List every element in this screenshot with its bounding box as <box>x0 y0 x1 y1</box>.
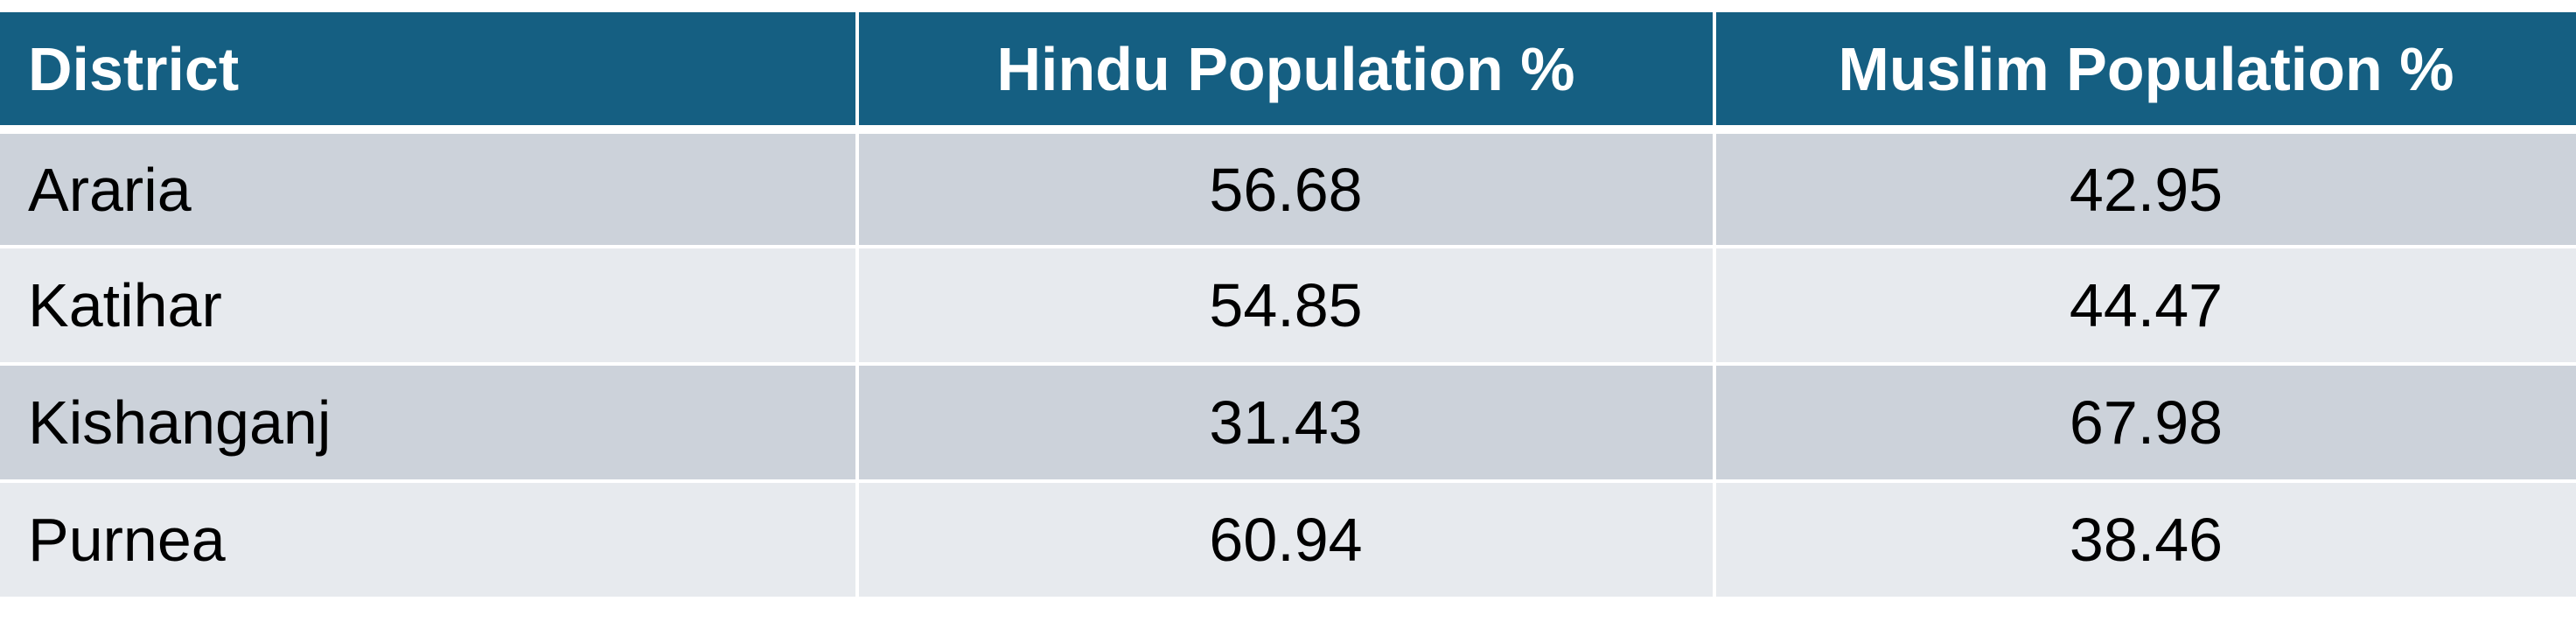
hindu-percent-cell: 60.94 <box>855 479 1716 600</box>
header-district: District <box>0 9 859 134</box>
header-muslim-population: Muslim Population % <box>1713 9 2576 134</box>
hindu-percent-cell: 56.68 <box>855 128 1716 248</box>
hindu-percent-cell: 54.85 <box>855 245 1716 366</box>
hindu-percent-cell: 31.43 <box>855 362 1716 483</box>
population-table-container: District Hindu Population % Muslim Popul… <box>0 9 2576 600</box>
muslim-percent-cell: 67.98 <box>1713 362 2576 483</box>
muslim-percent-cell: 38.46 <box>1713 479 2576 600</box>
table-header-row: District Hindu Population % Muslim Popul… <box>0 9 2576 134</box>
district-cell: Kishanganj <box>0 362 859 483</box>
table-row: Araria 56.68 42.95 <box>0 128 2576 248</box>
table-row: Kishanganj 31.43 67.98 <box>0 362 2576 483</box>
muslim-percent-cell: 44.47 <box>1713 245 2576 366</box>
district-cell: Purnea <box>0 479 859 600</box>
muslim-percent-cell: 42.95 <box>1713 128 2576 248</box>
population-table: District Hindu Population % Muslim Popul… <box>0 9 2576 600</box>
table-row: Katihar 54.85 44.47 <box>0 245 2576 366</box>
district-cell: Katihar <box>0 245 859 366</box>
header-hindu-population: Hindu Population % <box>855 9 1716 134</box>
district-cell: Araria <box>0 128 859 248</box>
table-row: Purnea 60.94 38.46 <box>0 479 2576 600</box>
